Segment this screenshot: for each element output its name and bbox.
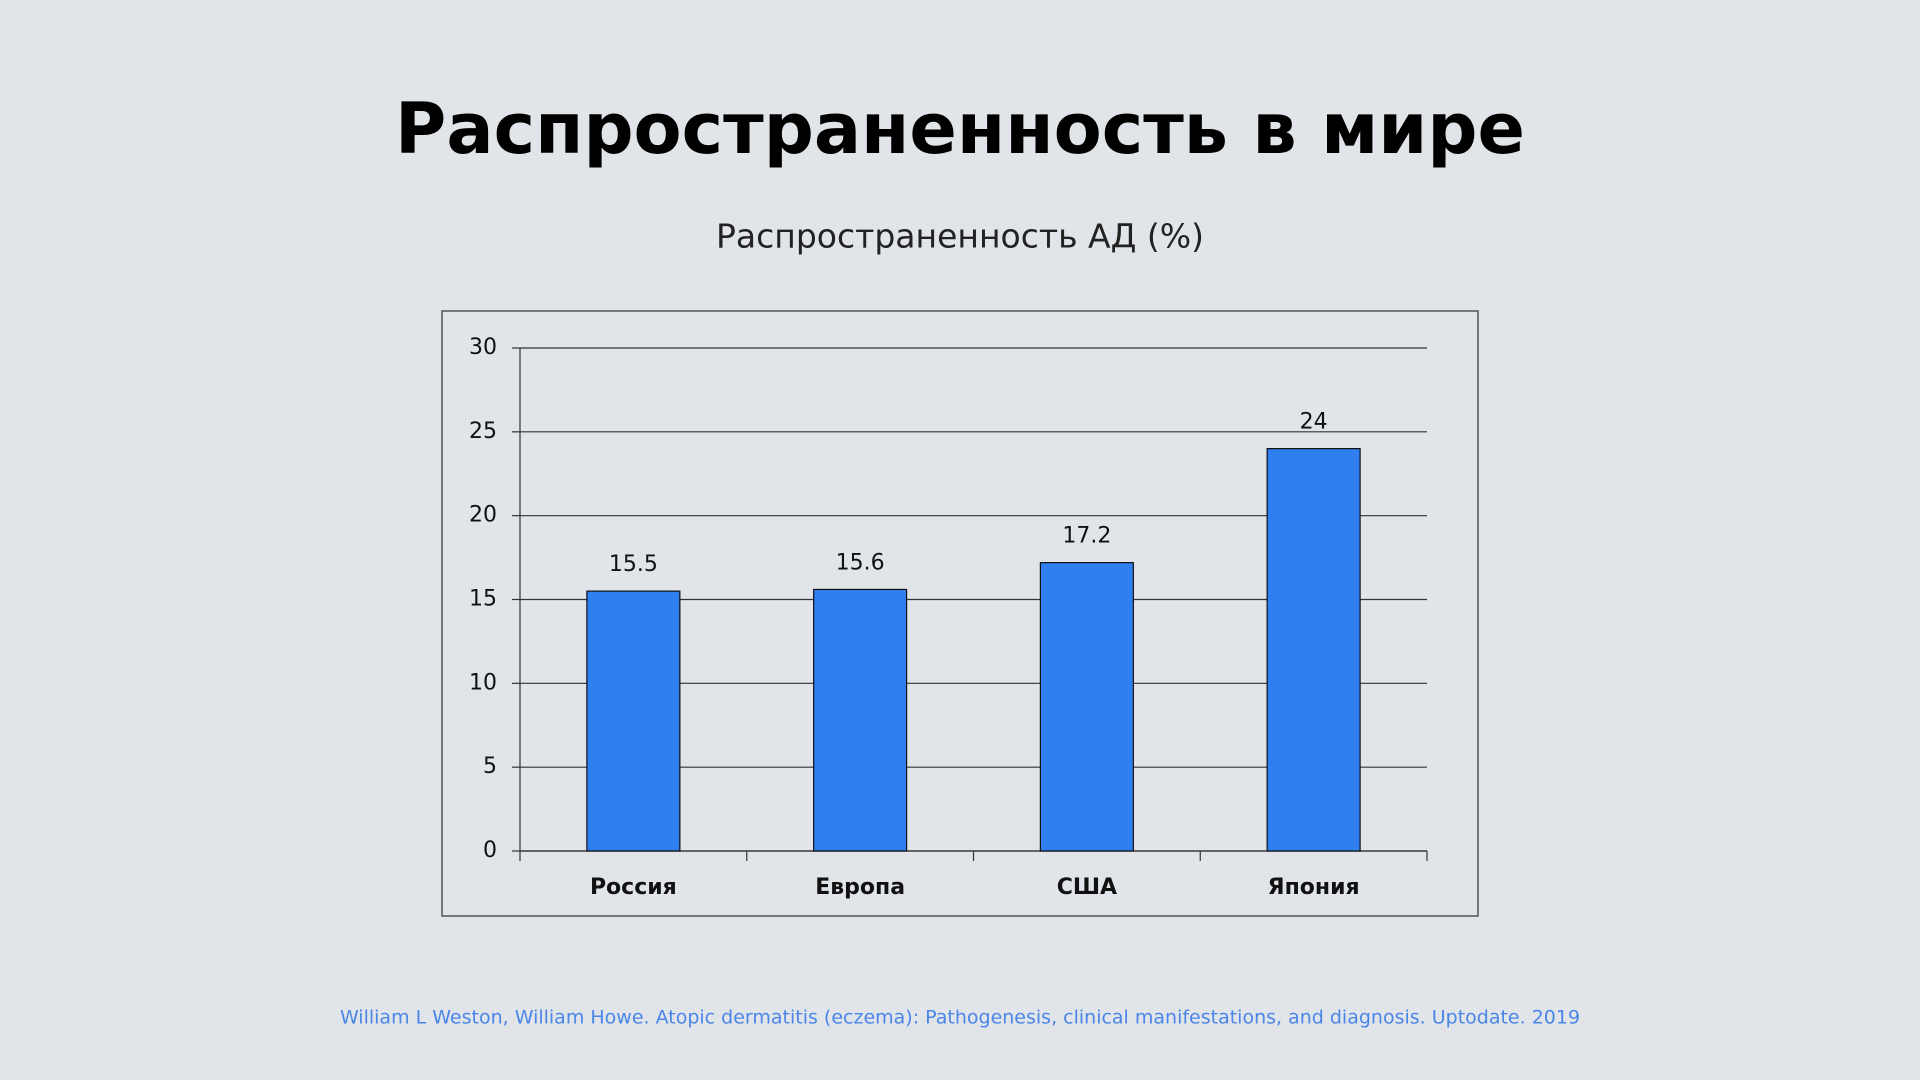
value-label: 24: [1300, 410, 1328, 435]
value-label: 15.6: [836, 550, 885, 575]
chart-title: Распространенность АД (%): [716, 217, 1204, 256]
bar: [1039, 562, 1134, 852]
x-tick-label: США: [1057, 875, 1117, 900]
y-tick-label: 30: [469, 335, 497, 360]
slide-title: Распространенность в мире: [395, 88, 1525, 170]
x-tick-label: Россия: [590, 875, 677, 900]
y-tick-label: 0: [483, 838, 497, 863]
source: William L Weston, William Howe. Atopic d…: [340, 1007, 1580, 1029]
bar: [1266, 448, 1361, 852]
y-tick-label: 5: [483, 754, 497, 779]
y-tick-label: 20: [469, 503, 497, 528]
y-tick-label: 25: [469, 419, 497, 444]
x-tick-label: Япония: [1268, 875, 1360, 900]
bar: [586, 590, 681, 852]
value-label: 15.5: [609, 552, 658, 577]
value-label: 17.2: [1062, 524, 1111, 549]
x-tick-label: Европа: [815, 875, 905, 900]
chart-frame: [441, 310, 1479, 917]
y-tick-label: 10: [469, 670, 497, 695]
bar: [813, 588, 908, 852]
y-tick-label: 15: [469, 587, 497, 612]
